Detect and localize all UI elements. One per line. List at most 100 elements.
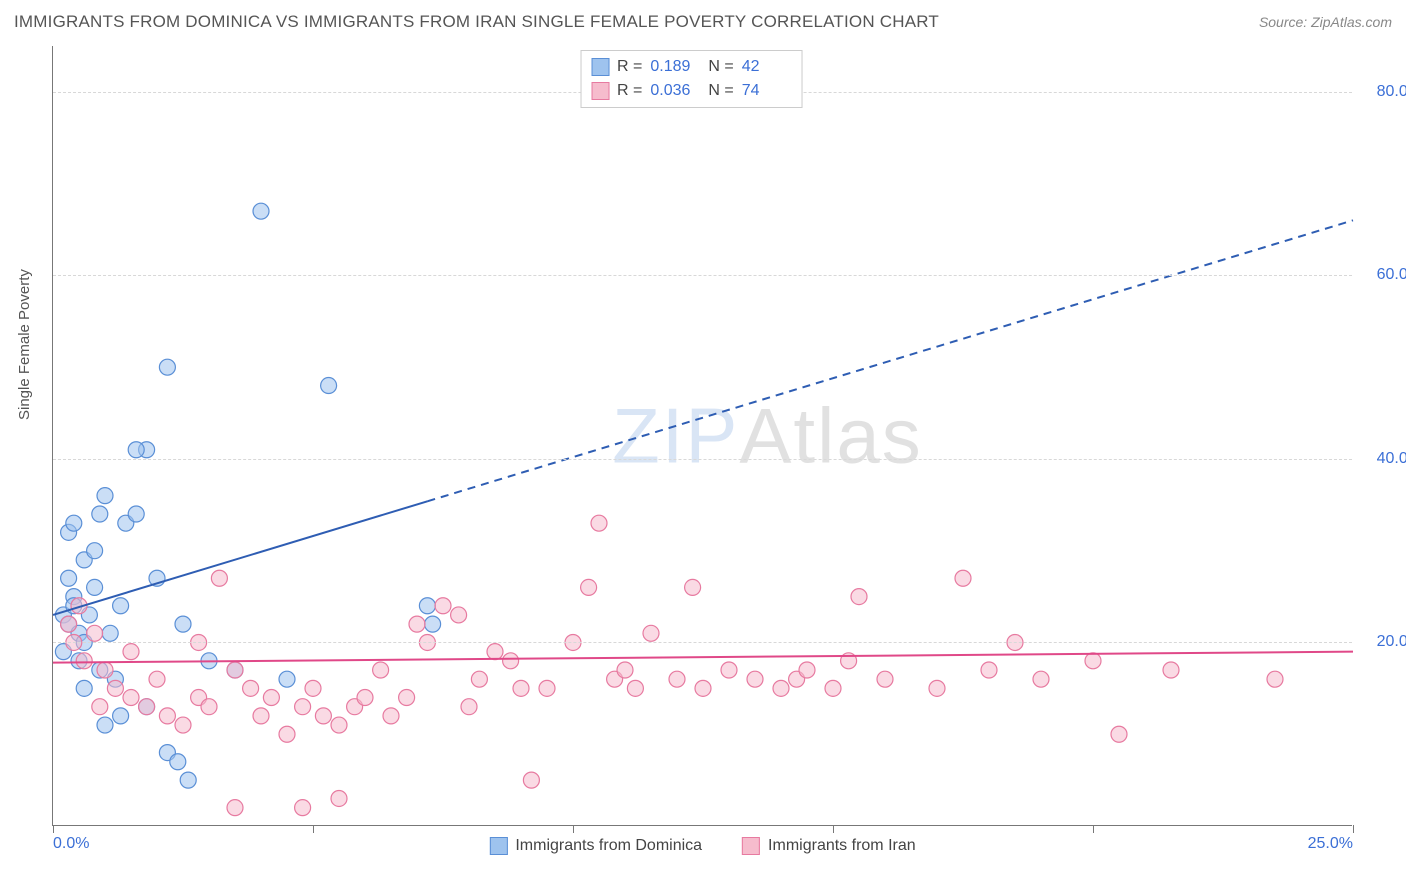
data-point [159, 359, 175, 375]
stats-legend: R = 0.189 N = 42 R = 0.036 N = 74 [580, 50, 803, 108]
legend-swatch-0 [489, 837, 507, 855]
data-point [102, 625, 118, 641]
data-point [253, 203, 269, 219]
data-point [87, 625, 103, 641]
data-point [373, 662, 389, 678]
data-point [113, 708, 129, 724]
data-point [92, 506, 108, 522]
stats-N-label: N = [708, 55, 733, 79]
data-point [695, 680, 711, 696]
data-point [669, 671, 685, 687]
stats-R-value-1: 0.036 [650, 79, 700, 103]
data-point [685, 579, 701, 595]
data-point [92, 699, 108, 715]
data-point [321, 378, 337, 394]
data-point [128, 506, 144, 522]
x-tick [1353, 825, 1354, 833]
data-point [87, 543, 103, 559]
data-point [279, 726, 295, 742]
data-point [425, 616, 441, 632]
data-point [211, 570, 227, 586]
data-point [97, 662, 113, 678]
data-point [419, 598, 435, 614]
data-point [513, 680, 529, 696]
data-point [643, 625, 659, 641]
data-point [851, 589, 867, 605]
data-point [180, 772, 196, 788]
plot-area: ZIPAtlas R = 0.189 N = 42 R = 0.036 N = … [52, 46, 1352, 826]
data-point [97, 488, 113, 504]
trend-line-solid [53, 501, 427, 615]
data-point [315, 708, 331, 724]
data-point [295, 699, 311, 715]
legend-label-1: Immigrants from Iran [768, 837, 916, 855]
data-point [617, 662, 633, 678]
data-point [128, 442, 144, 458]
stats-R-label: R = [617, 79, 642, 103]
data-point [1085, 653, 1101, 669]
data-point [76, 653, 92, 669]
data-point [461, 699, 477, 715]
chart-title: IMMIGRANTS FROM DOMINICA VS IMMIGRANTS F… [14, 12, 939, 32]
data-point [799, 662, 815, 678]
data-point [721, 662, 737, 678]
data-point [139, 699, 155, 715]
data-point [159, 708, 175, 724]
stats-N-value-1: 74 [742, 79, 792, 103]
x-tick-label: 25.0% [1308, 835, 1353, 853]
x-tick-label: 0.0% [53, 835, 89, 853]
stats-row-1: R = 0.036 N = 74 [591, 79, 792, 103]
grid-line-h [53, 642, 1352, 643]
x-tick [313, 825, 314, 833]
data-point [227, 662, 243, 678]
data-point [581, 579, 597, 595]
data-point [175, 616, 191, 632]
bottom-legend: Immigrants from Dominica Immigrants from… [489, 837, 915, 855]
data-point [295, 800, 311, 816]
y-tick-label: 20.0% [1362, 633, 1406, 651]
data-point [1163, 662, 1179, 678]
grid-line-h [53, 459, 1352, 460]
data-point [747, 671, 763, 687]
data-point [503, 653, 519, 669]
data-point [227, 800, 243, 816]
data-point [66, 515, 82, 531]
stats-swatch-1 [591, 82, 609, 100]
grid-line-h [53, 275, 1352, 276]
data-point [123, 690, 139, 706]
stats-R-value-0: 0.189 [650, 55, 700, 79]
x-tick [573, 825, 574, 833]
data-point [399, 690, 415, 706]
data-point [87, 579, 103, 595]
data-point [149, 671, 165, 687]
data-point [113, 598, 129, 614]
data-point [331, 790, 347, 806]
data-point [243, 680, 259, 696]
data-point [170, 754, 186, 770]
stats-R-label: R = [617, 55, 642, 79]
x-tick [1093, 825, 1094, 833]
data-point [331, 717, 347, 733]
data-point [451, 607, 467, 623]
legend-item-0: Immigrants from Dominica [489, 837, 702, 855]
stats-N-value-0: 42 [742, 55, 792, 79]
data-point [107, 680, 123, 696]
data-point [97, 717, 113, 733]
data-point [539, 680, 555, 696]
data-point [201, 699, 217, 715]
data-point [123, 644, 139, 660]
legend-item-1: Immigrants from Iran [742, 837, 916, 855]
data-point [487, 644, 503, 660]
data-point [471, 671, 487, 687]
data-point [929, 680, 945, 696]
data-point [76, 680, 92, 696]
y-tick-label: 80.0% [1362, 83, 1406, 101]
data-point [305, 680, 321, 696]
data-point [435, 598, 451, 614]
data-point [523, 772, 539, 788]
data-point [253, 708, 269, 724]
legend-swatch-1 [742, 837, 760, 855]
data-point [591, 515, 607, 531]
y-tick-label: 60.0% [1362, 266, 1406, 284]
data-point [409, 616, 425, 632]
